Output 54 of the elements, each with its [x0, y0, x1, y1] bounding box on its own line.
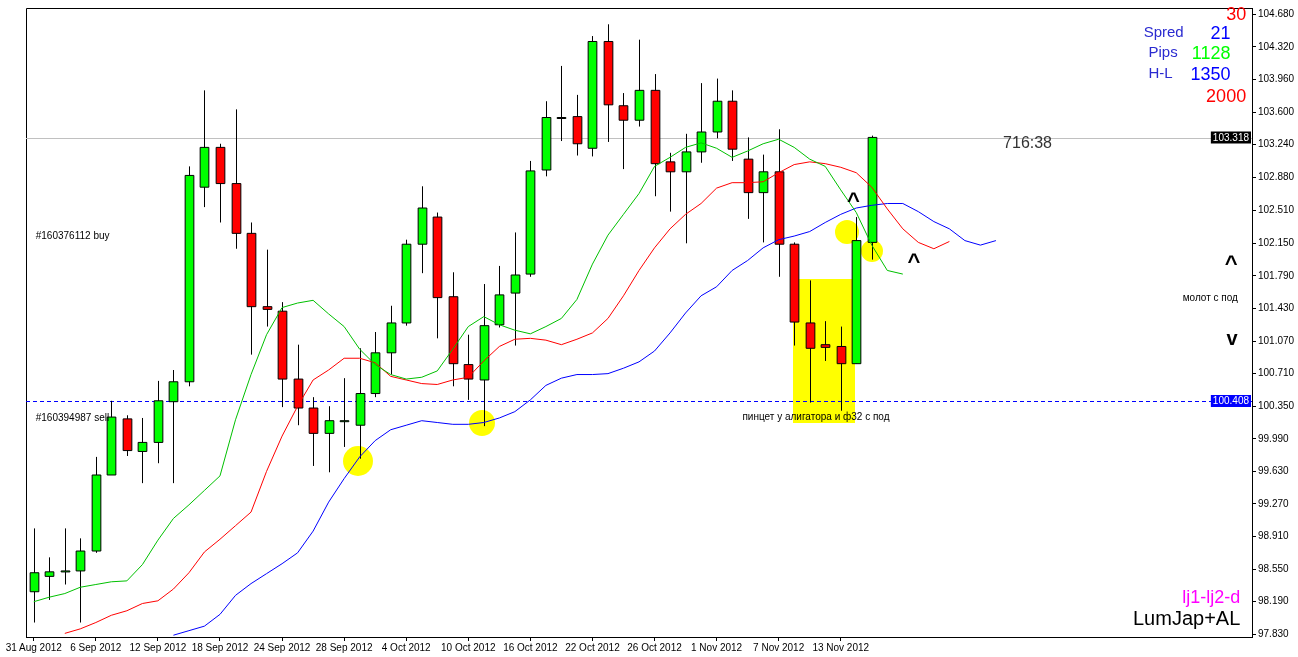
x-tick-label: 1 Nov 2012: [691, 641, 743, 653]
annotation: 21: [1210, 23, 1231, 43]
annotation: v: [1226, 327, 1238, 349]
y-tick-label: 98.190: [1258, 595, 1290, 607]
y-tick-label: 99.990: [1258, 432, 1290, 444]
annotation: ^: [846, 188, 860, 213]
annotation: молот с под: [1182, 292, 1238, 303]
y-tick-label: 102.150: [1258, 237, 1295, 249]
annotation: lj1-lj2-d: [1182, 587, 1241, 607]
x-tick-label: 4 Oct 2012: [381, 641, 432, 653]
y-tick-label: 104.680: [1258, 8, 1295, 20]
ref-line-label: 103.318: [1212, 131, 1250, 143]
y-tick-label: 103.240: [1258, 138, 1295, 150]
y-tick-label: 103.960: [1258, 73, 1295, 85]
x-tick-label: 13 Nov 2012: [812, 641, 870, 653]
annotation: #160394987 sell: [35, 412, 110, 423]
x-tick-label: 22 Oct 2012: [565, 641, 621, 653]
annotation: Pips: [1148, 43, 1178, 60]
annotation: #160376112 buy: [35, 230, 110, 241]
annotation: LumJap+AL: [1133, 607, 1241, 629]
y-tick-label: 100.710: [1258, 367, 1295, 379]
annotation: 716:38: [1003, 134, 1053, 151]
y-tick-label: 101.790: [1258, 269, 1295, 281]
y-tick-label: 100.350: [1258, 399, 1295, 411]
y-tick-label: 102.880: [1258, 170, 1295, 182]
annotation: 1128: [1191, 43, 1231, 63]
x-tick-label: 18 Sep 2012: [191, 641, 249, 653]
x-tick-label: 10 Oct 2012: [441, 641, 496, 653]
x-tick-label: 24 Sep 2012: [253, 641, 311, 653]
annotation: H-L: [1148, 64, 1173, 81]
x-tick-label: 28 Sep 2012: [315, 641, 373, 653]
ref-line-label: 100.408: [1212, 395, 1250, 407]
annotation: 30: [1226, 4, 1247, 24]
x-tick-label: 7 Nov 2012: [753, 641, 805, 653]
x-tick-label: 16 Oct 2012: [503, 641, 559, 653]
y-tick-label: 99.270: [1258, 497, 1290, 509]
y-tick-label: 99.630: [1258, 465, 1290, 477]
annotation: ^: [1224, 251, 1238, 276]
annotation: 2000: [1206, 86, 1247, 106]
y-tick-label: 98.550: [1258, 562, 1290, 574]
y-tick-label: 103.600: [1258, 105, 1295, 117]
y-tick-label: 104.320: [1258, 40, 1295, 52]
x-tick-label: 31 Aug 2012: [5, 641, 63, 653]
x-tick-label: 6 Sep 2012: [70, 641, 122, 653]
annotation: Spred: [1143, 23, 1184, 40]
annotation: ^: [907, 249, 921, 274]
annotation: 1350: [1190, 64, 1231, 84]
x-tick-label: 12 Sep 2012: [129, 641, 187, 653]
y-tick-label: 101.070: [1258, 334, 1295, 346]
y-tick-label: 97.830: [1258, 628, 1290, 640]
y-tick-label: 102.510: [1258, 204, 1295, 216]
x-tick-label: 26 Oct 2012: [627, 641, 683, 653]
y-tick-label: 101.430: [1258, 302, 1295, 314]
y-tick-label: 98.910: [1258, 530, 1290, 542]
